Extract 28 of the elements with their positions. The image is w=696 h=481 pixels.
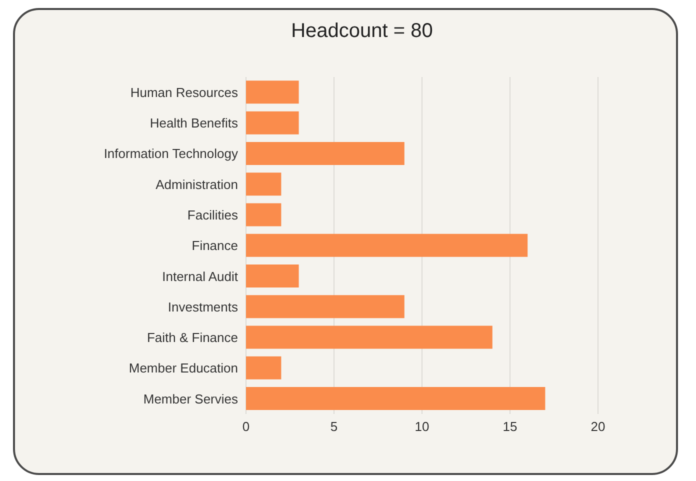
x-tick-label: 10: [414, 419, 430, 434]
y-tick-label: Internal Audit: [162, 268, 238, 284]
y-tick-label: Faith & Finance: [146, 330, 238, 346]
y-tick-label: Administration: [156, 176, 238, 192]
bar: [246, 203, 282, 226]
y-tick-label: Member Servies: [143, 391, 238, 406]
bar: [246, 356, 282, 380]
y-tick-label: Member Education: [128, 360, 238, 376]
bar: [246, 111, 299, 134]
x-tick-label: 15: [502, 419, 518, 434]
y-tick-label: Human Resources: [130, 84, 238, 100]
y-tick-label: Facilities: [187, 207, 238, 222]
bar: [246, 387, 546, 410]
bar: [246, 326, 492, 349]
bar: [246, 264, 299, 288]
bar: [246, 142, 404, 165]
y-tick-label: Health Benefits: [150, 116, 238, 131]
y-tick-label: Investments: [168, 299, 238, 314]
x-tick-label: 20: [590, 419, 606, 434]
chart-title: Headcount = 80: [290, 20, 434, 43]
y-tick-label: Finance: [192, 238, 238, 254]
bar: [246, 295, 404, 318]
x-tick-label: 0: [242, 419, 250, 434]
bar: [246, 80, 299, 104]
bar: [246, 172, 282, 196]
bar: [246, 234, 528, 257]
y-tick-label: Information Technology: [104, 146, 238, 162]
x-tick-label: 5: [330, 419, 338, 434]
